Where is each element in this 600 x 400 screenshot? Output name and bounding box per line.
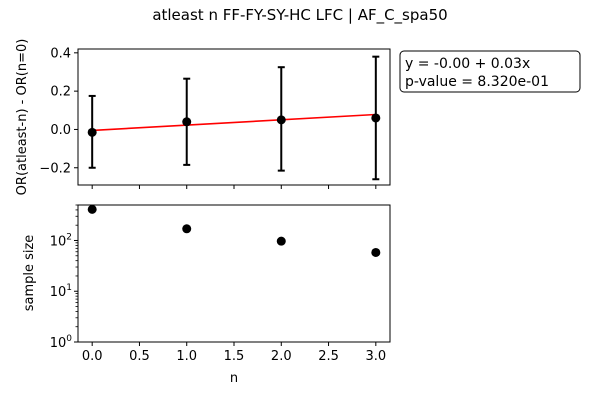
figure-title: atleast n FF-FY-SY-HC LFC | AF_C_spa50 [152,6,447,25]
data-point [276,115,286,125]
bottom-x-tick-label: 1.5 [224,349,245,364]
bottom-x-tick-label: 0.5 [129,349,150,364]
bottom-y-tick-label: 102 [50,232,72,249]
bottom-x-ticks: 0.0 0.5 1.0 1.5 2.0 2.5 3.0 [82,342,386,364]
top-y-tick-label: 0.2 [50,85,71,100]
regression-annotation: y = -0.00 + 0.03x p-value = 8.320e-01 [399,50,581,93]
sample-size-point [182,224,192,234]
top-plot-area [87,55,381,181]
top-panel: −0.2 0.0 0.2 0.4 OR(atleast-n) - OR(n=0) [15,39,391,196]
top-y-tick-label: 0.0 [50,123,71,138]
bottom-y-tick-label: 100 [50,334,73,351]
top-y-tick-label: −0.2 [39,161,71,176]
bottom-x-tick-label: 0.0 [82,349,103,364]
bottom-y-axis-label: sample size [22,235,37,312]
top-y-tick-label: 0.4 [50,46,71,61]
bottom-x-tick-label: 2.5 [318,349,339,364]
top-x-ticks [91,185,377,189]
annotation-equation: y = -0.00 + 0.03x [405,56,530,72]
bottom-x-tick-label: 2.0 [271,349,292,364]
data-point [87,127,97,137]
sample-size-point [276,236,286,246]
top-y-axis-label: OR(atleast-n) - OR(n=0) [15,39,30,196]
annotation-box [399,50,581,93]
sample-size-point [87,204,97,214]
data-point [371,113,381,123]
x-axis-label: n [230,371,238,386]
bottom-x-tick-label: 1.0 [176,349,197,364]
annotation-pvalue: p-value = 8.320e-01 [405,74,549,90]
sample-size-point [371,247,381,257]
bottom-x-tick-label: 3.0 [365,349,386,364]
fit-line [92,113,376,132]
data-point [182,117,192,127]
bottom-panel: 100 101 102 0.0 0.5 1.0 1.5 2.0 2.5 3.0 sample s… [22,204,391,386]
top-y-ticks: −0.2 0.0 0.2 0.4 [39,46,78,176]
bottom-y-ticks: 100 101 102 [50,204,78,351]
bottom-plot-area [87,204,381,257]
bottom-y-tick-label: 101 [50,283,72,300]
